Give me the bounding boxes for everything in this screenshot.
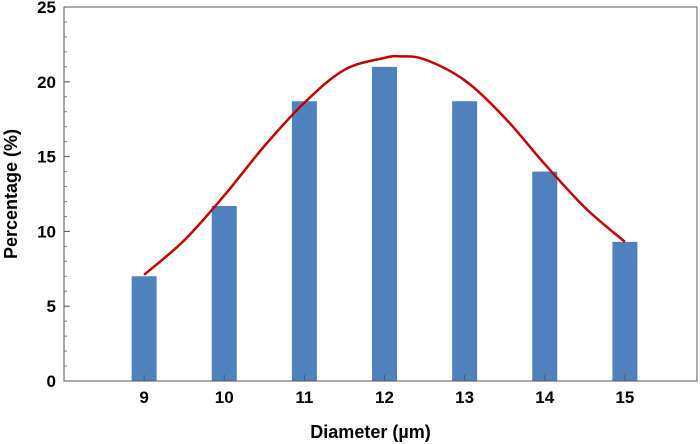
y-tick-label: 5	[47, 297, 56, 316]
x-tick-label: 11	[295, 388, 313, 407]
x-tick-label: 14	[535, 388, 554, 407]
x-tick-label: 9	[139, 388, 148, 407]
bar-9	[131, 276, 157, 381]
x-axis-title: Diameter (µm)	[310, 422, 430, 442]
x-tick-label: 12	[375, 388, 394, 407]
y-axis-title: Percentage (%)	[1, 129, 21, 259]
x-tick-label: 10	[215, 388, 234, 407]
y-tick-label: 20	[37, 73, 56, 92]
plot-frame	[63, 6, 698, 382]
y-tick-label: 0	[47, 372, 56, 391]
bar-14	[532, 171, 558, 381]
y-tick-label: 15	[37, 148, 56, 167]
bar-10	[211, 205, 237, 381]
bar-12	[372, 66, 398, 381]
bar-15	[612, 241, 638, 381]
fit-curve-line	[143, 54, 626, 276]
bars-group	[131, 66, 638, 382]
y-tick-label: 25	[37, 0, 56, 17]
bar-13	[452, 101, 478, 382]
x-axis: 9 10 11 12 13 14 15	[139, 375, 634, 407]
x-tick-label: 15	[615, 388, 634, 407]
bar-11	[291, 101, 317, 382]
y-axis: 0 5 10 15 20 25	[37, 0, 70, 391]
x-tick-label: 13	[455, 388, 474, 407]
y-tick-label: 10	[37, 222, 56, 241]
